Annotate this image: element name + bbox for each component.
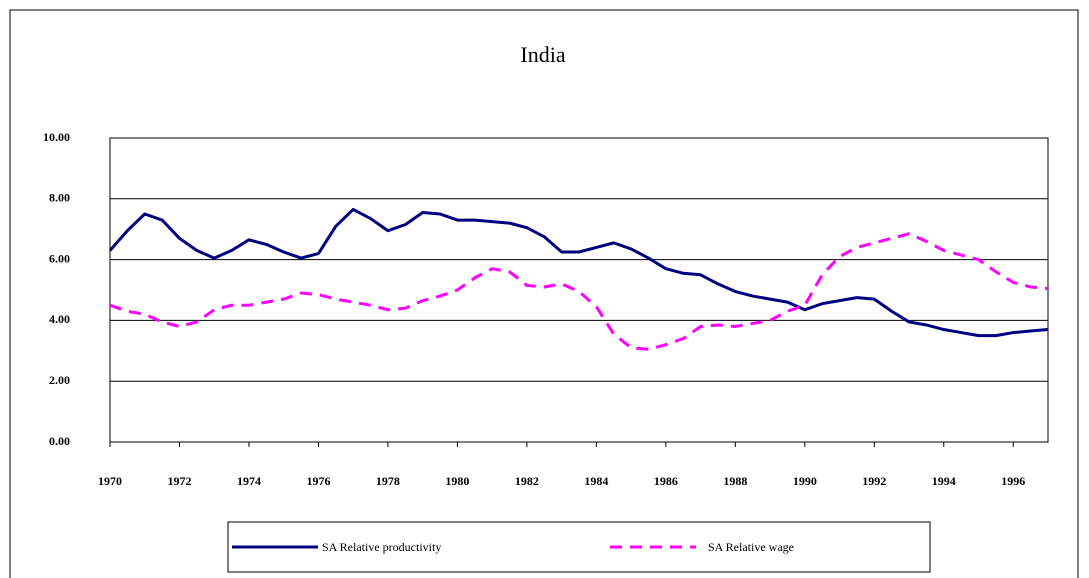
x-tick-label: 1974 bbox=[237, 474, 261, 488]
x-tick-label: 1990 bbox=[793, 474, 817, 488]
y-tick-label: 2.00 bbox=[49, 373, 70, 387]
x-tick-label: 1986 bbox=[654, 474, 678, 488]
x-tick-label: 1996 bbox=[1001, 474, 1025, 488]
x-tick-label: 1970 bbox=[98, 474, 122, 488]
series-line bbox=[109, 232, 1049, 351]
x-tick-label: 1972 bbox=[167, 474, 191, 488]
x-tick-label: 1978 bbox=[376, 474, 400, 488]
x-tick-label: 1994 bbox=[932, 474, 956, 488]
y-tick-label: 8.00 bbox=[49, 191, 70, 205]
legend-box bbox=[227, 521, 931, 573]
chart-frame bbox=[9, 9, 1079, 578]
x-tick-label: 1988 bbox=[723, 474, 747, 488]
series-line bbox=[108, 207, 1049, 338]
y-tick-label: 6.00 bbox=[49, 251, 70, 265]
legend-label: SA Relative wage bbox=[708, 540, 794, 554]
x-tick-label: 1982 bbox=[515, 474, 539, 488]
y-tick-label: 10.00 bbox=[43, 130, 70, 144]
x-tick-label: 1976 bbox=[306, 474, 330, 488]
chart-title: India bbox=[520, 42, 565, 67]
legend-label: SA Relative productivity bbox=[322, 540, 441, 554]
x-tick-label: 1984 bbox=[584, 474, 608, 488]
plot-area bbox=[109, 137, 1049, 443]
y-tick-label: 4.00 bbox=[49, 312, 70, 326]
x-tick-label: 1992 bbox=[862, 474, 886, 488]
y-tick-label: 0.00 bbox=[49, 434, 70, 448]
x-tick-label: 1980 bbox=[445, 474, 469, 488]
